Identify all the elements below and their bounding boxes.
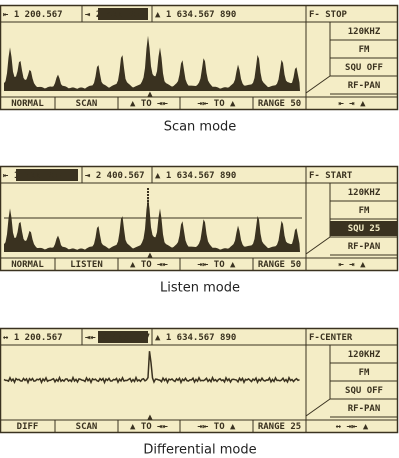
soft-button: NORMAL	[11, 260, 44, 270]
soft-button: ⇥⇤ TO ▲	[198, 260, 237, 270]
soft-button: ⇥⇤ TO ▲	[198, 422, 237, 432]
soft-button: ▲ TO ⇥⇤	[130, 422, 168, 432]
caption: Differential mode	[143, 443, 256, 458]
header-field: ⇤ 1 200.567	[3, 171, 63, 181]
side-field: RF-PAN	[348, 81, 381, 91]
side-field: 120KHZ	[348, 188, 381, 198]
marker: ▲	[147, 413, 153, 423]
side-field: SQU 25	[348, 224, 381, 234]
header-field: F-CENTER	[309, 333, 353, 343]
side-field: SQU OFF	[345, 63, 383, 73]
side-field: FM	[359, 206, 370, 216]
soft-button: RANGE 50	[258, 99, 301, 109]
soft-button: RANGE 25	[258, 422, 301, 432]
header-field: ↔ 1 200.567	[3, 333, 63, 343]
soft-button: ⇥⇤ TO ▲	[198, 99, 237, 109]
soft-button: NORMAL	[11, 99, 44, 109]
caption: Scan mode	[164, 120, 237, 135]
side-field: 120KHZ	[348, 350, 381, 360]
header-field: ⇥ 2 400.567	[85, 10, 145, 20]
side-field: FM	[359, 45, 370, 55]
header-field: ▲ 1 634.567 890	[155, 333, 236, 343]
marker: ▲	[147, 90, 153, 100]
soft-button: ▲ TO ⇥⇤	[130, 99, 168, 109]
header-field: ▲ 1 634.567 890	[155, 10, 236, 20]
soft-button: SCAN	[76, 422, 98, 432]
header-field: F- STOP	[309, 10, 348, 20]
soft-button: ↔ ⇥⇤ ▲	[336, 422, 369, 432]
soft-button: ⇤ ⇥ ▲	[338, 260, 366, 270]
header-field: ⇥⇤ 2 400.567	[85, 333, 150, 343]
side-field: RF-PAN	[348, 404, 381, 414]
caption: Listen mode	[160, 281, 240, 296]
soft-button: RANGE 50	[258, 260, 301, 270]
screen: ⇤ 1 200.567 ⇥ 2 400.567 ▲ 1 634.567 890 F- …	[0, 0, 399, 458]
marker: ▲	[147, 251, 153, 261]
side-field: SQU OFF	[345, 386, 383, 396]
soft-button: ▲ TO ⇥⇤	[130, 260, 168, 270]
side-field: FM	[359, 368, 370, 378]
soft-button: DIFF	[17, 422, 39, 432]
soft-button: LISTEN	[70, 260, 103, 270]
soft-button: SCAN	[76, 99, 98, 109]
side-field: RF-PAN	[348, 242, 381, 252]
side-field: 120KHZ	[348, 27, 381, 37]
header-field: ⇥ 2 400.567	[85, 171, 145, 181]
soft-button: ⇤ ⇥ ▲	[338, 99, 366, 109]
header-field: ▲ 1 634.567 890	[155, 171, 236, 181]
header-field: F- START	[309, 171, 353, 181]
header-field: ⇤ 1 200.567	[3, 10, 63, 20]
